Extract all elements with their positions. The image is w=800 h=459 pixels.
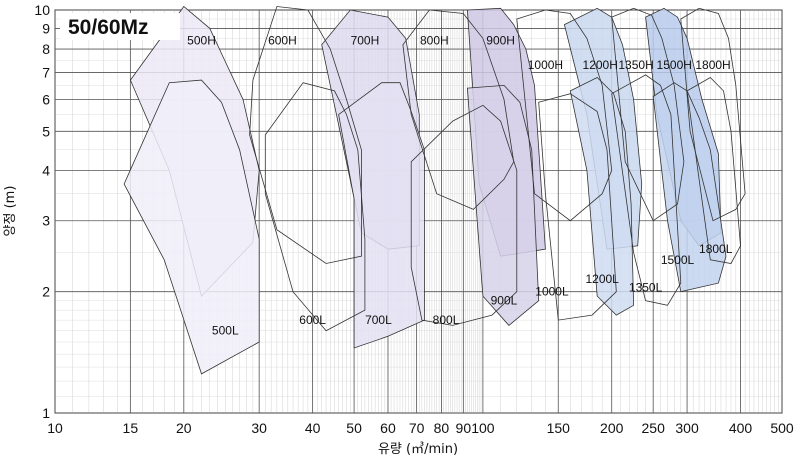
label-1350h: 1350H <box>618 58 653 72</box>
x-tick-label: 15 <box>123 420 139 436</box>
x-tick-label: 40 <box>305 420 321 436</box>
x-tick-label: 10 <box>47 420 63 436</box>
x-tick-label: 300 <box>675 420 699 436</box>
chart-title: 50/60Mz <box>68 16 149 39</box>
region-1800h <box>680 7 746 222</box>
label-700l: 700L <box>365 313 392 327</box>
label-1800h: 1800H <box>695 58 730 72</box>
y-tick-label: 10 <box>34 2 50 18</box>
x-tick-labels: 10 15 20 30 40 50 60 70 80 90 100 150 200 250 300 400 50… <box>47 420 794 436</box>
label-900l: 900L <box>491 294 518 308</box>
x-axis-label: 유량 (㎥/min) <box>378 442 458 457</box>
x-tick-label: 20 <box>176 420 192 436</box>
label-1200h: 1200H <box>583 58 618 72</box>
label-1350l: 1350L <box>629 280 663 294</box>
y-tick-label: 1 <box>42 405 50 421</box>
x-tick-label: 400 <box>729 420 753 436</box>
label-1800l: 1800L <box>699 242 733 256</box>
title-background <box>60 13 180 40</box>
label-1500h: 1500H <box>657 58 692 72</box>
label-1000l: 1000L <box>535 285 569 299</box>
region-500l <box>123 79 260 375</box>
model-labels: 500H 500L 600H 600L 700H 700L 800H 800L 900H 900L… <box>187 34 733 338</box>
x-tick-label: 90 <box>456 420 472 436</box>
label-800h: 800H <box>420 34 449 48</box>
region-1000h <box>516 9 613 222</box>
label-500h: 500H <box>187 34 216 48</box>
x-tick-label: 80 <box>434 420 450 436</box>
model-regions <box>123 5 746 375</box>
region-1350h <box>611 7 685 222</box>
label-1500l: 1500L <box>661 253 695 267</box>
label-1000h: 1000H <box>528 58 563 72</box>
x-tick-label: 500 <box>770 420 794 436</box>
y-tick-label: 9 <box>42 20 50 36</box>
x-tick-label: 60 <box>380 420 396 436</box>
region-700l <box>338 82 425 349</box>
y-tick-label: 4 <box>42 162 50 178</box>
x-tick-label: 100 <box>471 420 495 436</box>
y-axis-label: 양정 (m) <box>3 186 18 237</box>
region-900l <box>466 84 540 326</box>
y-tick-label: 6 <box>42 91 50 107</box>
region-1800l <box>686 76 741 264</box>
x-tick-label: 30 <box>251 420 267 436</box>
y-tick-label: 5 <box>42 123 50 139</box>
y-tick-label: 8 <box>42 41 50 57</box>
label-600l: 600L <box>299 313 326 327</box>
region-1000l <box>538 93 617 321</box>
region-1350l <box>611 74 682 306</box>
x-tick-label: 250 <box>642 420 666 436</box>
y-tick-label: 7 <box>42 64 50 80</box>
label-500l: 500L <box>212 324 239 338</box>
x-tick-label: 70 <box>409 420 425 436</box>
label-1200l: 1200L <box>585 272 619 286</box>
x-tick-label: 50 <box>346 420 362 436</box>
x-tick-label: 150 <box>547 420 571 436</box>
label-700h: 700H <box>351 34 380 48</box>
y-tick-label: 3 <box>42 213 50 229</box>
x-tick-label: 200 <box>600 420 624 436</box>
y-tick-labels: 1 2 3 4 5 6 7 8 9 10 <box>34 2 50 421</box>
label-600h: 600H <box>268 34 297 48</box>
region-800l <box>410 104 518 326</box>
label-900h: 900H <box>486 34 515 48</box>
label-800l: 800L <box>433 313 460 327</box>
region-600h <box>249 6 362 264</box>
region-600l <box>264 82 366 332</box>
y-tick-label: 2 <box>42 284 50 300</box>
